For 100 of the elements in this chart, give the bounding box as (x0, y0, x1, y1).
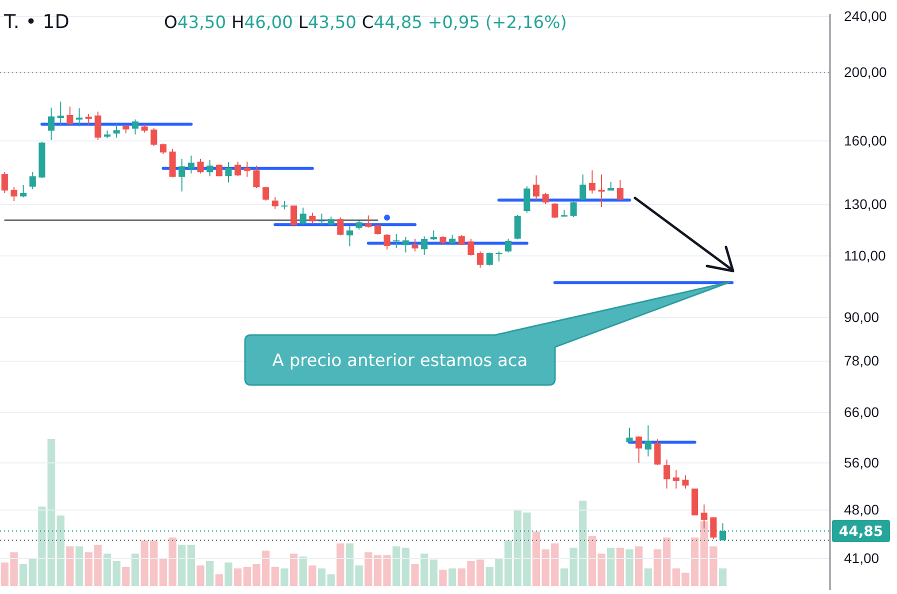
candlestick (636, 436, 642, 464)
candlestick (412, 238, 418, 252)
candlestick (57, 101, 64, 126)
candlestick (262, 186, 270, 202)
candlestick (449, 234, 456, 246)
candlestick (626, 427, 633, 443)
candlestick (20, 184, 27, 198)
candlestick (272, 196, 278, 210)
candlestick (570, 200, 577, 218)
bar (56, 515, 64, 586)
bar (196, 565, 204, 586)
candlestick (384, 234, 390, 250)
candlestick (393, 234, 400, 249)
candlestick (300, 207, 306, 226)
candlestick (113, 123, 120, 138)
candlestick (253, 165, 260, 189)
y-tick-label: 130,00 (844, 196, 888, 212)
candlestick (365, 214, 372, 228)
bar (411, 564, 419, 586)
y-tick-label: 48,00 (844, 502, 880, 518)
candlestick (206, 159, 214, 177)
y-tick-label: 90,00 (844, 308, 880, 325)
candlestick (309, 212, 316, 224)
candlestick (10, 186, 18, 202)
candlestick (486, 252, 493, 266)
bar (718, 568, 727, 586)
bar (607, 548, 615, 586)
bar (420, 554, 428, 586)
bar (178, 544, 186, 586)
candlestick (234, 161, 242, 177)
candlestick (710, 516, 717, 540)
candlestick (346, 225, 353, 247)
candlestick (682, 474, 689, 490)
candlestick (616, 180, 624, 201)
candlestick (430, 230, 437, 241)
candlestick (85, 113, 92, 126)
candlestick (1, 171, 8, 194)
bar (634, 546, 643, 586)
candlestick (374, 224, 381, 236)
candlestick (94, 111, 102, 140)
candlestick (337, 216, 344, 236)
bar (224, 562, 232, 586)
candlestick (225, 162, 232, 184)
candlestick (504, 238, 512, 253)
bar (299, 556, 307, 586)
candlestick (76, 108, 83, 127)
bar (290, 554, 298, 586)
candlestick (468, 238, 474, 256)
bar (430, 560, 438, 586)
candlestick (281, 200, 288, 210)
bar (392, 546, 400, 586)
chart-title: T. • 1D (3, 11, 70, 33)
bar (234, 568, 242, 586)
bar (187, 544, 196, 586)
candlestick (496, 250, 502, 262)
candlestick (532, 174, 540, 201)
bar (616, 548, 624, 586)
bar (626, 549, 634, 586)
candlestick (458, 234, 465, 246)
bar (439, 570, 447, 586)
candlestick (150, 128, 158, 146)
bar (364, 552, 372, 586)
y-tick-label: 160,00 (844, 132, 888, 148)
candlestick (66, 106, 74, 126)
candlestick (244, 161, 250, 178)
chart-subtitle: O43,50 H46,00 L43,50 C44,85 +0,95 (+2,16%) (164, 13, 567, 33)
ref-line-label: 44,85 (838, 524, 884, 540)
y-tick-label: 41,00 (844, 550, 880, 566)
candlestick (588, 170, 596, 194)
candlestick (160, 143, 166, 155)
candlestick (178, 158, 186, 192)
annotation: A precio anterior estamos aca (272, 351, 528, 371)
candlestick (514, 214, 521, 240)
bar (336, 543, 344, 586)
candlestick (580, 174, 586, 201)
y-tick-label: 200,00 (844, 64, 888, 80)
bar (644, 568, 652, 586)
bar (122, 566, 130, 586)
bar (308, 565, 316, 586)
candlestick (644, 424, 652, 457)
candlestick (188, 155, 194, 174)
candlestick (672, 470, 680, 490)
candlestick (328, 216, 334, 226)
candlestick (552, 202, 558, 219)
bar (19, 564, 28, 586)
y-tick-label: 110,00 (844, 247, 886, 264)
y-tick-label: 240,00 (844, 8, 888, 24)
candlestick (318, 213, 326, 226)
bar (280, 568, 288, 586)
bar (215, 574, 223, 586)
y-tick-label: 78,00 (844, 352, 880, 369)
bar (271, 566, 279, 586)
bar (448, 568, 456, 586)
candlestick (477, 250, 484, 268)
y-tick-label: 66,00 (844, 404, 880, 420)
bar (206, 561, 214, 586)
candlestick (29, 171, 36, 190)
candlestick (664, 459, 670, 490)
candlestick (402, 236, 409, 253)
candlestick (542, 192, 549, 205)
